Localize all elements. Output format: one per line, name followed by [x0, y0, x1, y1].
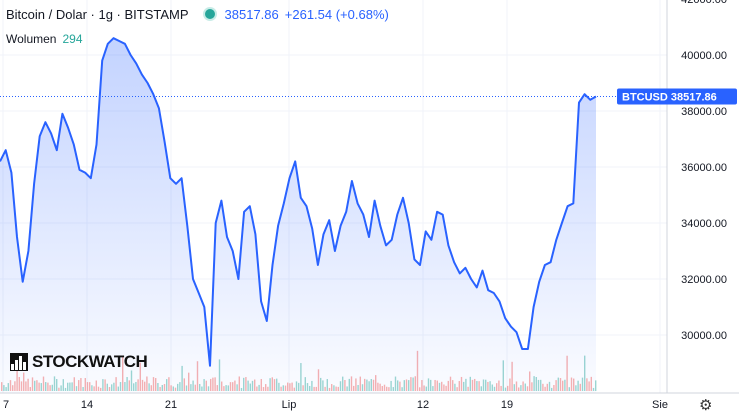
y-tick-label: 34000.00	[681, 218, 727, 230]
x-tick-label: Sie	[652, 399, 668, 411]
watermark-text: STOCKWATCH	[32, 352, 148, 371]
price-tag-background	[617, 88, 737, 105]
last-price: 38517.86	[224, 7, 279, 22]
price-area	[0, 38, 596, 393]
volume-legend: Wolumen 294	[6, 32, 83, 46]
y-tick-label: 40000.00	[681, 50, 727, 62]
y-tick-label: 36000.00	[681, 162, 727, 174]
volume-label: Wolumen	[6, 32, 57, 46]
price-line	[0, 37, 597, 367]
x-tick-label: 19	[501, 399, 513, 411]
price-change: +261.54 (+0.68%)	[284, 7, 389, 22]
y-tick-label: 30000.00	[681, 330, 727, 342]
price-tag-text: BTCUSD 38517.86	[622, 91, 717, 103]
x-tick-label: 7	[3, 399, 9, 411]
watermark-logo: STOCKWATCH	[10, 352, 148, 372]
x-tick-label: 21	[165, 399, 177, 411]
x-tick-label: Lip	[282, 399, 297, 411]
logo-bars-icon	[10, 353, 28, 371]
price-tag: BTCUSD 38517.86	[617, 88, 737, 105]
symbol-title[interactable]: Bitcoin / Dolar · 1g · BITSTAMP	[6, 7, 189, 22]
y-tick-label: 32000.00	[681, 274, 727, 286]
volume-value: 294	[62, 32, 83, 46]
chart-header: Bitcoin / Dolar · 1g · BITSTAMP 38517.86 +…	[6, 7, 389, 22]
market-status-icon	[202, 7, 217, 21]
y-tick-label: 38000.00	[681, 106, 727, 118]
gear-icon[interactable]: ⚙	[699, 397, 713, 414]
x-tick-label: 14	[81, 399, 93, 411]
y-tick-label: 42000.00	[681, 0, 727, 6]
x-tick-label: 12	[417, 399, 429, 411]
